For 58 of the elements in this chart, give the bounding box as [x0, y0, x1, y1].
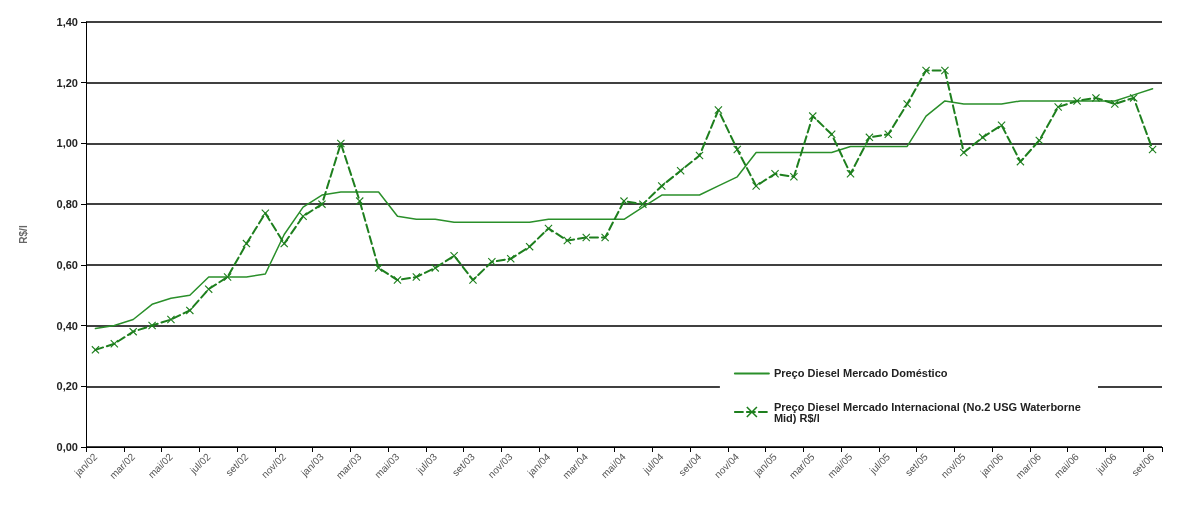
point: [299, 212, 308, 221]
point: [733, 145, 742, 154]
point: [393, 276, 402, 285]
point: [789, 172, 798, 181]
point: [110, 339, 119, 348]
point: [1129, 93, 1138, 102]
y-tick-label: 0,00: [56, 441, 78, 453]
y-tick-label: 0,80: [56, 198, 78, 211]
point: [978, 133, 987, 142]
point: [657, 181, 666, 190]
y-tick-label: 1,40: [56, 16, 78, 28]
point: [525, 242, 534, 251]
point: [959, 148, 968, 157]
point: [714, 106, 723, 115]
point: [940, 66, 949, 75]
point: [903, 99, 912, 108]
point: [223, 273, 232, 281]
point: [884, 130, 893, 139]
point: [355, 197, 364, 206]
point: [412, 273, 421, 281]
point: [450, 251, 459, 260]
point: [1016, 157, 1025, 166]
point: [374, 263, 383, 272]
point: [336, 139, 345, 148]
y-axis-title: R$/l: [17, 225, 29, 244]
point: [185, 306, 194, 315]
point: [638, 200, 647, 209]
y-tick-label: 0,60: [56, 258, 78, 271]
point: [280, 239, 289, 248]
y-tick-label: 0,40: [56, 319, 78, 332]
point: [846, 169, 855, 178]
legend-label: Preço Diesel Mercado Internacional (No.2 USG Waterborne Mid) R$/l: [773, 400, 1085, 424]
point: [582, 233, 591, 242]
point: [1091, 93, 1100, 102]
point: [148, 321, 157, 330]
line-series: [94, 88, 1154, 330]
point: [487, 257, 496, 266]
point: [922, 66, 931, 75]
point: [601, 233, 610, 242]
point: [808, 112, 817, 121]
point: [431, 263, 440, 272]
point: [506, 254, 515, 263]
point: [261, 209, 270, 218]
point: [91, 345, 100, 354]
point: [166, 315, 175, 324]
y-tick-label: 1,00: [56, 137, 78, 150]
point: [771, 169, 780, 178]
y-tick-label: 0,20: [56, 380, 78, 393]
point: [204, 285, 213, 294]
y-tick-label: 1,20: [56, 76, 78, 89]
point: [1035, 136, 1044, 145]
point: [1110, 99, 1119, 108]
point: [865, 133, 874, 142]
point: [129, 327, 138, 336]
point: [676, 166, 685, 175]
point: [997, 121, 1006, 130]
point: [827, 130, 836, 139]
legend-label: Preço Diesel Mercado Doméstico: [773, 367, 948, 380]
